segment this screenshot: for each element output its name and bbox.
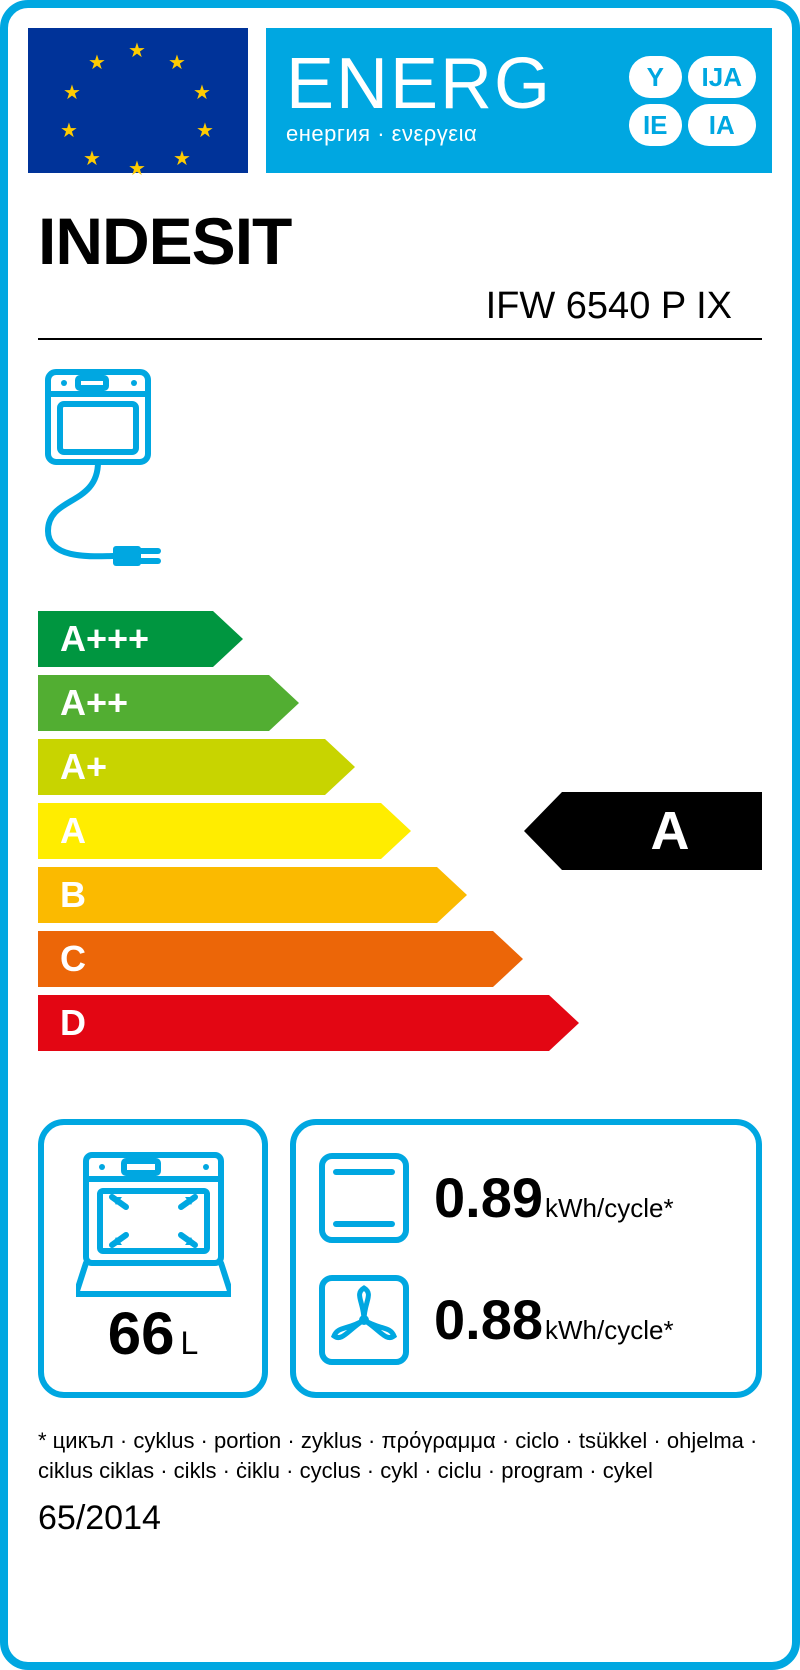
- cycle-footnote: * цикъл · cyklus · portion · zyklus · πρ…: [8, 1398, 792, 1491]
- consumption-box: 0.89kWh/cycle* 0.88kWh/cycle*: [290, 1119, 762, 1398]
- fan-value: 0.88: [434, 1288, 543, 1351]
- energy-bar: B: [38, 867, 762, 923]
- energ-title: ENERG: [286, 54, 552, 115]
- energy-bar: D: [38, 995, 762, 1051]
- energy-bar-label: A: [60, 810, 86, 852]
- energy-bar-label: C: [60, 938, 86, 980]
- energ-text: ENERG енергия · ενεργεια: [286, 54, 552, 147]
- conventional-value: 0.89: [434, 1166, 543, 1229]
- badge: IJA: [688, 56, 756, 98]
- volume-unit: L: [180, 1325, 198, 1361]
- badge: IA: [688, 104, 756, 146]
- volume-box: 66L: [38, 1119, 268, 1398]
- brand-name: INDESIT: [38, 203, 762, 279]
- energy-class-marker: A: [562, 792, 762, 870]
- conventional-heating-icon: [316, 1150, 412, 1246]
- energy-bar: C: [38, 931, 762, 987]
- regulation-number: 65/2014: [8, 1491, 792, 1538]
- energy-label: ★ ★ ★ ★ ★ ★ ★ ★ ★ ★ ENERG енергия · ενερ…: [0, 0, 800, 1670]
- conventional-line: 0.89kWh/cycle*: [316, 1150, 736, 1246]
- oven-volume-icon: [76, 1149, 231, 1299]
- badge: IE: [629, 104, 682, 146]
- oven-electric-icon: [8, 340, 792, 601]
- energy-bar-label: B: [60, 874, 86, 916]
- header: ★ ★ ★ ★ ★ ★ ★ ★ ★ ★ ENERG енергия · ενερ…: [8, 8, 792, 173]
- fan-heating-icon: [316, 1272, 412, 1368]
- badge: Y: [629, 56, 682, 98]
- energy-bar-label: D: [60, 1002, 86, 1044]
- energ-block: ENERG енергия · ενεργεια Y IJA IE IA: [266, 28, 772, 173]
- brand-row: INDESIT: [8, 173, 792, 279]
- spec-row: 66L 0.89kWh/cycle*: [8, 1119, 792, 1398]
- energy-class-chart: A+++A++A+ABCD A: [8, 601, 792, 1089]
- energy-bar-label: A+++: [60, 618, 149, 660]
- fan-unit: kWh/cycle*: [545, 1315, 674, 1345]
- energ-subtitle: енергия · ενεργεια: [286, 121, 552, 147]
- model-number: IFW 6540 P IX: [38, 279, 762, 340]
- energy-bar: A+++: [38, 611, 762, 667]
- eu-flag-icon: ★ ★ ★ ★ ★ ★ ★ ★ ★ ★: [28, 28, 248, 173]
- conventional-unit: kWh/cycle*: [545, 1193, 674, 1223]
- energy-class-value: A: [651, 800, 690, 862]
- energy-bar: A+: [38, 739, 762, 795]
- energy-bar: A++: [38, 675, 762, 731]
- energy-bar-label: A++: [60, 682, 128, 724]
- energy-bar-label: A+: [60, 746, 107, 788]
- volume-value: 66: [108, 1300, 175, 1367]
- fan-line: 0.88kWh/cycle*: [316, 1272, 736, 1368]
- energ-badges: Y IJA IE IA: [629, 56, 756, 146]
